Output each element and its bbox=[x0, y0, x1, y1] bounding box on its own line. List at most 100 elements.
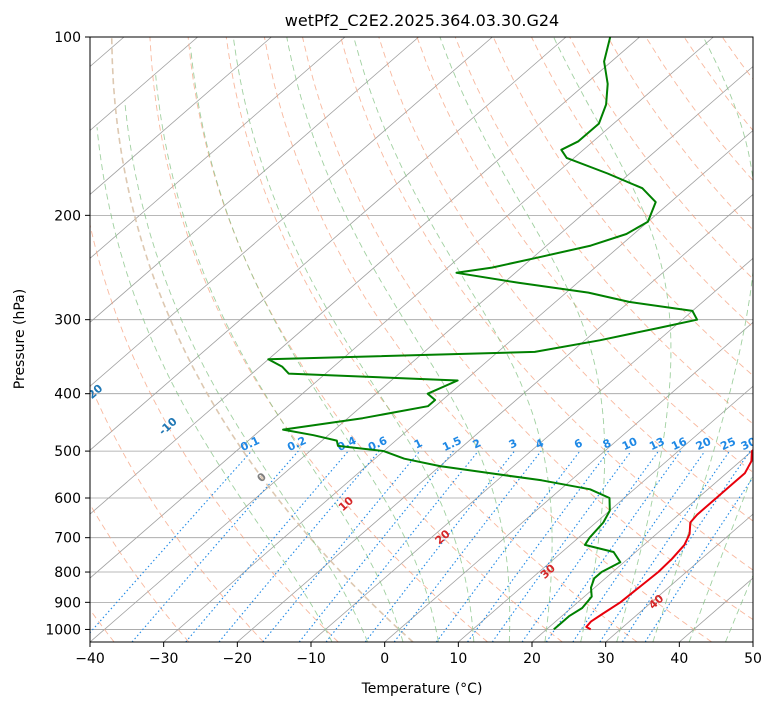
mixing-ratio-label: 8 bbox=[601, 436, 613, 451]
y-tick-label: 100 bbox=[54, 30, 81, 46]
mixing-ratio-label: 2 bbox=[471, 436, 483, 451]
y-tick-label: 700 bbox=[54, 531, 81, 547]
y-tick-label: 900 bbox=[54, 595, 81, 611]
dry-adiabat-line bbox=[454, 37, 753, 425]
mixing-ratio-label: 6 bbox=[572, 436, 585, 451]
moist-adiabat-line bbox=[232, 37, 475, 642]
isotherm-line bbox=[163, 129, 753, 642]
isotherm-line bbox=[90, 65, 753, 642]
dry-adiabat-line bbox=[760, 37, 775, 642]
dry-adiabat-line bbox=[263, 37, 712, 642]
dry-adiabat-line bbox=[187, 37, 563, 642]
y-tick-label: 500 bbox=[54, 444, 81, 460]
mixing-ratio-line bbox=[90, 450, 252, 634]
y-tick-label: 400 bbox=[54, 387, 81, 403]
chart-title: wetPf2_C2E2.2025.364.03.30.G24 bbox=[285, 11, 559, 31]
x-tick-label: −20 bbox=[223, 651, 253, 667]
dry-adiabat-line bbox=[492, 37, 753, 377]
isotherm-line bbox=[458, 385, 753, 642]
mixing-ratio-line bbox=[467, 450, 609, 642]
dry-adiabat-line bbox=[416, 37, 753, 473]
isotherm-line bbox=[605, 513, 753, 642]
isotherm-line bbox=[90, 37, 346, 259]
dry-adiabat-line bbox=[531, 37, 753, 328]
moist-adiabat-line bbox=[286, 37, 511, 642]
mixing-ratio-line bbox=[435, 450, 581, 642]
mixing-ratio-line bbox=[325, 450, 479, 642]
isotherm-line bbox=[531, 449, 753, 642]
dry-adiabat-line bbox=[90, 383, 264, 642]
mixing-ratio-label: 13 bbox=[647, 435, 666, 453]
x-tick-label: 20 bbox=[523, 651, 541, 667]
y-axis-label: Pressure (hPa) bbox=[12, 289, 28, 389]
isotherm-line bbox=[237, 193, 753, 642]
dry-adiabat-line bbox=[90, 503, 190, 642]
mixing-ratio-line bbox=[545, 450, 682, 642]
isotherm-line bbox=[90, 37, 567, 451]
isotherm-line bbox=[90, 37, 714, 579]
mixing-ratio-label: 1 bbox=[412, 436, 424, 451]
dry-adiabat-line bbox=[149, 37, 488, 642]
mixing-ratio-line bbox=[298, 450, 454, 642]
dewpoint-profile-line bbox=[267, 37, 699, 631]
y-tick-label: 600 bbox=[54, 491, 81, 507]
isotherm-line bbox=[90, 37, 198, 132]
x-tick-label: 10 bbox=[449, 651, 467, 667]
axes: −40 −30 −20 −10 0 10 20 30 40 5010020030040050060… bbox=[45, 30, 762, 667]
moist-adiabat-line bbox=[190, 47, 439, 642]
x-tick-label: −10 bbox=[296, 651, 326, 667]
dry-adiabat-line bbox=[340, 37, 753, 571]
mixing-ratio-label: 25 bbox=[718, 435, 737, 453]
moist-adiabat-line bbox=[688, 472, 753, 642]
mixing-ratio-line bbox=[393, 450, 542, 642]
x-tick-label: −30 bbox=[149, 651, 179, 667]
theta-label: 20 bbox=[433, 527, 453, 547]
mixing-ratio-label: 3 bbox=[507, 436, 519, 451]
theta-label: 10 bbox=[336, 494, 356, 514]
x-tick-label: −40 bbox=[75, 651, 105, 667]
dry-adiabat-line bbox=[721, 37, 753, 80]
y-tick-label: 200 bbox=[54, 208, 81, 224]
mixing-ratio-line bbox=[644, 476, 753, 642]
dry-adiabat-line bbox=[225, 37, 638, 642]
isotherm-line bbox=[90, 37, 272, 195]
moist-adiabat-line bbox=[652, 37, 753, 642]
x-tick-label: 40 bbox=[670, 651, 688, 667]
theta-label: 0 bbox=[255, 470, 270, 485]
theta-label: -10 bbox=[156, 415, 180, 438]
x-axis-label: Temperature (°C) bbox=[361, 681, 483, 697]
y-tick-label: 1000 bbox=[45, 622, 81, 638]
mixing-ratio-line bbox=[599, 450, 731, 642]
y-tick-label: 800 bbox=[54, 565, 81, 581]
mixing-ratio-label: 20 bbox=[694, 435, 714, 453]
moist-adiabat-line bbox=[124, 100, 369, 642]
plot-frame bbox=[89, 36, 754, 643]
mixing-ratio-line bbox=[218, 450, 380, 642]
mixing-ratio-line bbox=[262, 450, 421, 642]
moist-adiabat-line bbox=[96, 127, 333, 642]
x-tick-label: 50 bbox=[744, 651, 762, 667]
moist-adiabat-line bbox=[155, 75, 404, 642]
mixing-ratio-label: 36 bbox=[760, 435, 775, 453]
moist-adiabat-line bbox=[439, 37, 606, 642]
mixing-ratio-label: 10 bbox=[620, 435, 640, 453]
x-tick-label: 0 bbox=[380, 651, 389, 667]
y-tick-label: 300 bbox=[54, 313, 81, 329]
isotherm-line bbox=[90, 37, 493, 387]
plot-area: 0.10.20.40.611.52346810131620253036-100-… bbox=[90, 37, 775, 642]
x-tick-label: 30 bbox=[597, 651, 615, 667]
temperature-profile-line bbox=[585, 448, 753, 631]
moist-adiabat-line bbox=[353, 37, 553, 642]
mixing-ratio-line bbox=[572, 450, 706, 642]
dry-adiabat-line bbox=[90, 222, 339, 642]
isotherm-line bbox=[90, 37, 419, 323]
dry-adiabat-line bbox=[683, 37, 753, 132]
dry-adiabat-line bbox=[607, 37, 753, 231]
mixing-ratio-line bbox=[491, 450, 632, 642]
isotherm-line bbox=[310, 257, 753, 642]
theta-label: 30 bbox=[538, 561, 558, 581]
moist-adiabat-line bbox=[725, 574, 753, 642]
mixing-ratio-label: 30 bbox=[739, 435, 759, 453]
mixing-ratio-line bbox=[521, 450, 659, 642]
